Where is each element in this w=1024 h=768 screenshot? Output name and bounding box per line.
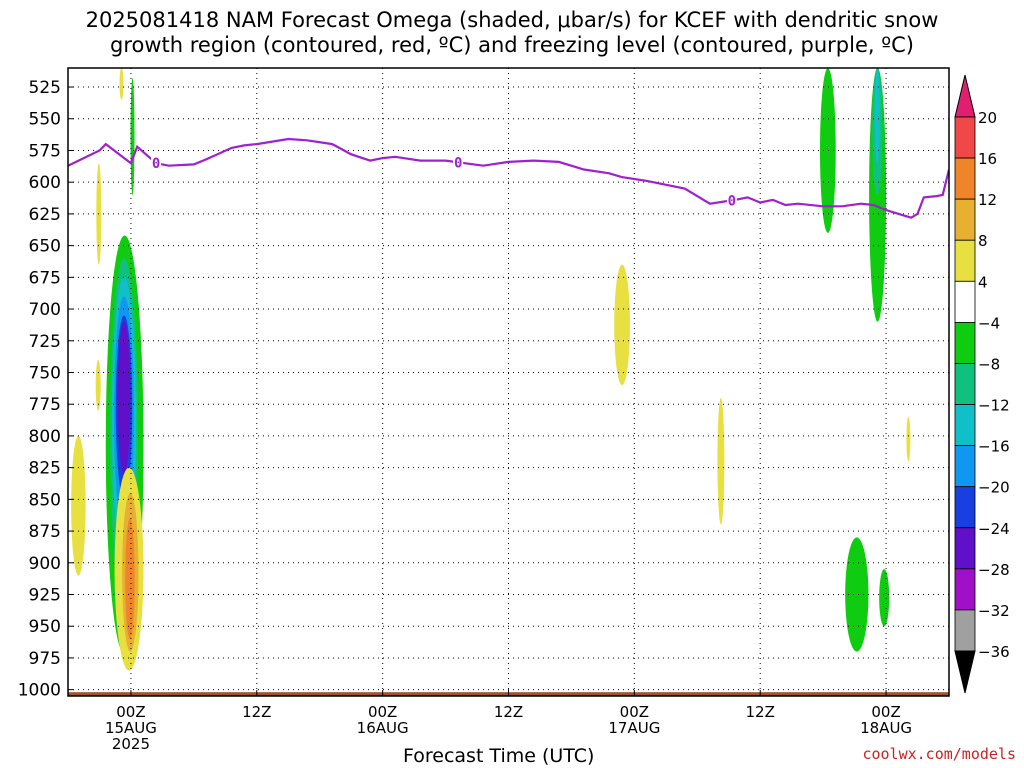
y-tick-label: 600 [29, 173, 61, 193]
omega-region-13 [125, 518, 135, 639]
x-tick-label: 00Z [620, 703, 649, 721]
omega-region-17 [819, 68, 836, 233]
x-tick-label: 12Z [494, 703, 523, 721]
colorbar-segment [954, 527, 976, 570]
colorbar-label: −4 [978, 314, 1000, 332]
y-tick-label: 750 [29, 363, 61, 383]
y-tick-label: 850 [29, 490, 61, 510]
y-tick-label: 650 [29, 237, 61, 257]
x-tick-label: 12Z [242, 703, 271, 721]
x-tick-label: 15AUG [105, 719, 157, 737]
y-tick-label: 700 [29, 300, 61, 320]
colorbar-segment [954, 486, 976, 529]
x-axis-title: Forecast Time (UTC) [403, 745, 595, 767]
freezing-label-bg-2 [726, 192, 737, 209]
omega-region-16 [906, 416, 911, 462]
x-tick-label: 17AUG [608, 719, 660, 737]
omega-region-3 [71, 435, 86, 576]
colorbar-segment [954, 568, 976, 611]
colorbar-label: 4 [978, 273, 988, 291]
omega-region-4 [130, 78, 135, 195]
y-tick-label: 1000 [18, 681, 61, 701]
y-tick-label: 900 [29, 554, 61, 574]
colorbar-segment [954, 239, 976, 282]
y-tick-label: 675 [29, 268, 61, 288]
y-tick-label: 575 [29, 141, 61, 161]
colorbar-segment [954, 445, 976, 488]
omega-region-14 [614, 264, 630, 386]
colorbar: 20 16 12 8 4 −4 −8 −12 −16 −20 −24 −28 −32 −36 [954, 74, 1010, 694]
x-tick-label: 00Z [871, 703, 900, 721]
colorbar-segment [954, 280, 976, 323]
y-axis: 525 550 575 600 625 650 675 700 725 750 775 800 825 8… [18, 78, 74, 701]
freezing-level-line [68, 137, 949, 219]
colorbar-segment [954, 157, 976, 200]
colorbar-label: 20 [978, 109, 997, 127]
colorbar-label: 8 [978, 232, 988, 250]
x-tick-label: 12Z [746, 703, 775, 721]
colorbar-label: −28 [978, 561, 1010, 579]
freezing-label-bg-0 [151, 155, 162, 172]
omega-region-22 [879, 569, 890, 627]
colorbar-segment [954, 116, 976, 159]
y-tick-label: 725 [29, 332, 61, 352]
freezing-label-bg-1 [453, 154, 464, 171]
colorbar-segment [954, 363, 976, 405]
credit-text: coolwx.com/models [862, 745, 1016, 763]
omega-region-20 [874, 68, 880, 164]
freezing-level-layer: 0 0 0 [68, 137, 949, 219]
y-tick-label: 875 [29, 522, 61, 542]
colorbar-label: −16 [978, 438, 1010, 456]
x-tick-label: 16AUG [357, 719, 409, 737]
x-tick-label: 00Z [116, 703, 145, 721]
colorbar-segment [954, 198, 976, 241]
colorbar-label: 16 [978, 150, 997, 168]
omega-region-15 [717, 397, 725, 525]
x-tick-label: 2025 [112, 735, 150, 753]
y-tick-label: 925 [29, 586, 61, 606]
y-tick-label: 550 [29, 110, 61, 130]
colorbar-top-triangle [954, 74, 976, 118]
colorbar-bottom-triangle [954, 650, 976, 694]
freezing-level-label: 0 [728, 193, 736, 209]
freezing-level-label: 0 [454, 155, 462, 171]
omega-region-10 [117, 321, 131, 474]
x-tick-label: 00Z [368, 703, 397, 721]
colorbar-label: −36 [978, 643, 1010, 661]
x-tick-label: 18AUG [860, 719, 912, 737]
colorbar-label: −20 [978, 479, 1010, 497]
colorbar-segment [954, 321, 976, 364]
colorbar-segment [954, 609, 976, 652]
grid-layer [68, 68, 949, 696]
omega-region-2 [95, 359, 101, 411]
chart-title-line-2: growth region (contoured, red, ºC) and f… [110, 33, 914, 57]
colorbar-label: 12 [978, 191, 997, 209]
y-tick-label: 625 [29, 205, 61, 225]
chart-title-line-1: 2025081418 NAM Forecast Omega (shaded, μ… [85, 8, 939, 32]
colorbar-segment [954, 404, 976, 447]
omega-region-21 [845, 537, 869, 652]
y-tick-label: 775 [29, 395, 61, 415]
y-tick-label: 800 [29, 427, 61, 447]
omega-region-1 [119, 68, 124, 100]
y-tick-label: 975 [29, 649, 61, 669]
colorbar-label: −12 [978, 397, 1010, 415]
omega-shading-layer [71, 68, 911, 671]
colorbar-label: −8 [978, 355, 1000, 373]
colorbar-label: −32 [978, 602, 1010, 620]
colorbar-label: −24 [978, 520, 1010, 538]
y-tick-label: 525 [29, 78, 61, 98]
y-tick-label: 950 [29, 617, 61, 637]
freezing-level-label: 0 [152, 156, 160, 172]
y-tick-label: 825 [29, 459, 61, 479]
